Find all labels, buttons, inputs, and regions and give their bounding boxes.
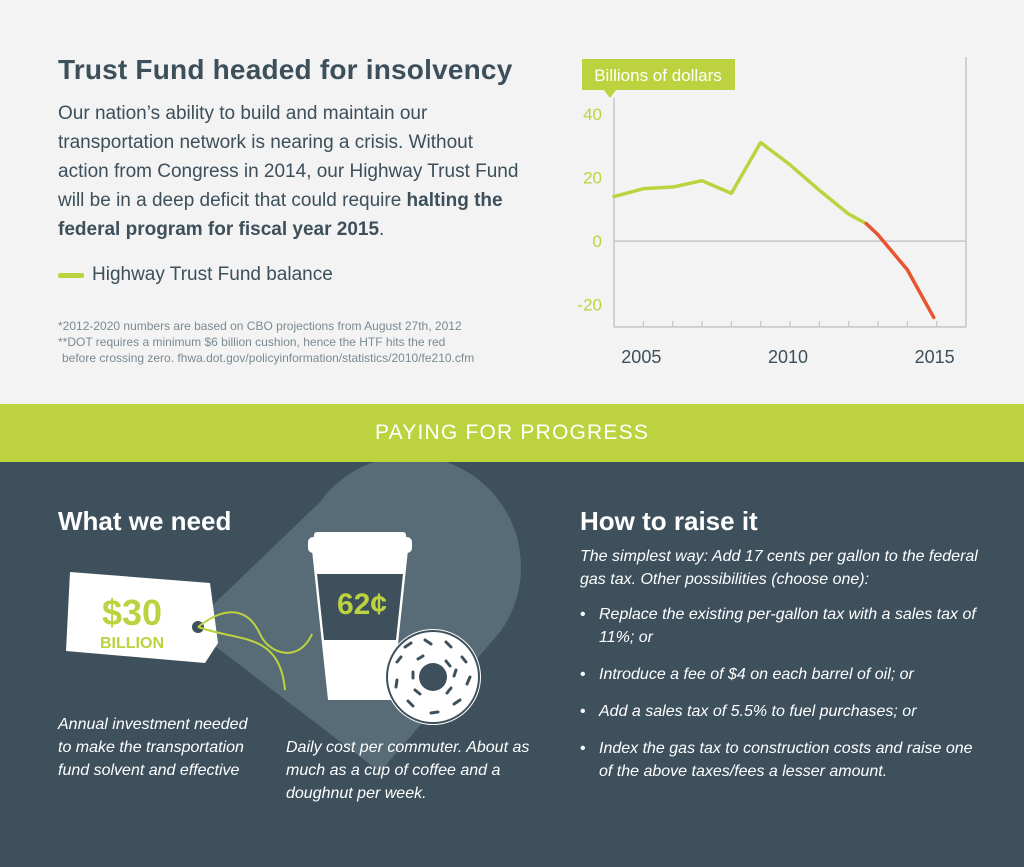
intro-text: Our nation’s ability to build and mainta… — [58, 103, 519, 211]
option-item: Index the gas tax to construction costs … — [580, 737, 980, 783]
y-tick-label: 0 — [593, 232, 602, 251]
y-axis-label-callout: Billions of dollars — [582, 59, 735, 98]
legend-swatch — [58, 272, 84, 278]
tag-string — [197, 611, 313, 691]
investment-caption: Annual investment needed to make the tra… — [58, 716, 248, 779]
page-title: Trust Fund headed for insolvency — [58, 54, 513, 85]
tag-amount: $30 — [102, 592, 162, 633]
raise-intro: The simplest way: Add 17 cents per gallo… — [580, 548, 978, 588]
footnote-2: **DOT requires a minimum $6 billion cush… — [58, 335, 446, 349]
intro-bold: halting the federal program for fiscal y… — [58, 190, 503, 240]
coffee-cup-icon: 62¢ — [308, 532, 412, 700]
how-to-raise-heading: How to raise it — [580, 506, 758, 536]
footnotes: *2012-2020 numbers are based on CBO proj… — [58, 318, 474, 366]
x-tick-label: 2015 — [915, 347, 955, 367]
commuter-cost-caption: Daily cost per commuter. About as much a… — [286, 739, 530, 802]
option-item: Introduce a fee of $4 on each barrel of … — [580, 663, 980, 686]
section-banner: PAYING FOR PROGRESS — [0, 404, 1024, 462]
chart-legend: Highway Trust Fund balance — [58, 264, 333, 286]
intro-end: . — [379, 219, 385, 240]
tag-unit: BILLION — [100, 635, 164, 652]
option-item: Replace the existing per-gallon tax with… — [580, 603, 980, 649]
balance-line-chart: Billions of dollars 40 20 0 -20 2005 2010 2015 — [577, 57, 967, 367]
x-tick-label: 2010 — [768, 347, 808, 367]
cup-price: 62¢ — [337, 588, 387, 621]
price-tag-icon: $30 BILLION — [66, 572, 218, 663]
y-tick-label: 40 — [583, 105, 602, 124]
insolvency-section: Trust Fund headed for insolvency Our nat… — [0, 0, 1024, 404]
options-list: Replace the existing per-gallon tax with… — [580, 603, 980, 797]
paying-section: What we need 62¢ — [0, 462, 1024, 867]
footnote-1: *2012-2020 numbers are based on CBO proj… — [58, 319, 462, 333]
x-tick-label: 2005 — [621, 347, 661, 367]
deficit-series-line — [864, 221, 936, 320]
cost-illustration: 62¢ $30 BILLION — [66, 462, 522, 772]
y-axis-label: Billions of dollars — [594, 66, 722, 85]
legend-label: Highway Trust Fund balance — [92, 264, 333, 285]
banner-label: PAYING FOR PROGRESS — [374, 421, 650, 444]
y-tick-label: -20 — [577, 296, 602, 315]
what-we-need-heading: What we need — [58, 506, 232, 536]
footnote-3: before crossing zero. fhwa.dot.gov/polic… — [62, 351, 475, 365]
option-item: Add a sales tax of 5.5% to fuel purchase… — [580, 700, 980, 723]
balance-series-line — [612, 140, 869, 226]
intro-paragraph: Our nation’s ability to build and mainta… — [58, 99, 528, 244]
y-tick-label: 20 — [583, 169, 602, 188]
doughnut-icon — [385, 629, 481, 725]
